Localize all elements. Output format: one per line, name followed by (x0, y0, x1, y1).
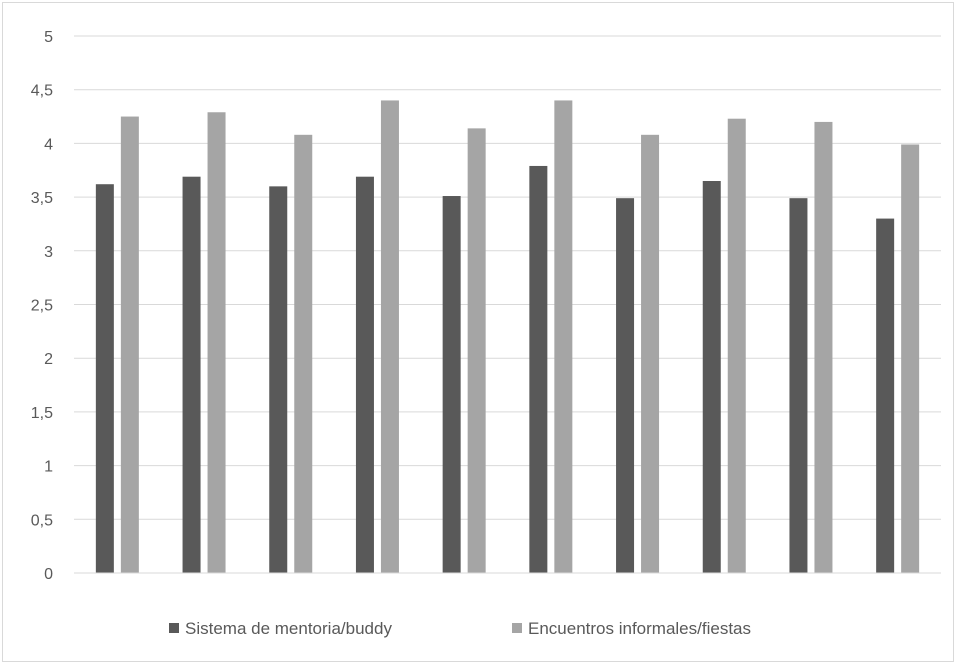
legend: Sistema de mentoria/buddy Encuentros inf… (169, 619, 751, 638)
y-tick-label: 0 (44, 566, 53, 583)
bar-mentoria-8 (702, 180, 721, 574)
bar-encuentros-7 (641, 134, 660, 574)
bar-encuentros-5 (467, 128, 486, 573)
y-tick-label: 0,5 (31, 512, 53, 529)
y-tick-label: 2,5 (31, 298, 53, 315)
bar-mentoria-1 (95, 184, 114, 573)
y-tick-label: 3,5 (31, 190, 53, 207)
y-tick-label: 3 (44, 244, 53, 261)
bar-encuentros-6 (554, 100, 573, 573)
y-tick-label: 5 (44, 29, 53, 46)
gridlines (74, 35, 941, 520)
legend-swatch-encuentros (512, 623, 522, 633)
legend-label-encuentros: Encuentros informales/fiestas (528, 619, 751, 638)
legend-label-mentoria: Sistema de mentoria/buddy (185, 619, 392, 638)
y-tick-label: 2 (44, 351, 53, 368)
bar-mentoria-2 (182, 176, 201, 573)
y-axis-labels: 0 0,5 1 1,5 2 2,5 3 3,5 4 4,5 5 (31, 29, 53, 583)
bars (95, 100, 920, 574)
y-tick-label: 4,5 (31, 83, 53, 100)
bar-mentoria-4 (355, 176, 374, 573)
bar-mentoria-3 (269, 186, 288, 574)
bar-mentoria-5 (442, 196, 461, 573)
bar-encuentros-2 (207, 112, 226, 573)
legend-swatch-mentoria (169, 623, 179, 633)
y-tick-label: 1,5 (31, 405, 53, 422)
bar-mentoria-6 (529, 165, 548, 574)
y-tick-label: 4 (44, 136, 53, 153)
bar-encuentros-3 (294, 134, 313, 574)
bar-mentoria-7 (616, 198, 635, 573)
bar-encuentros-9 (814, 121, 833, 574)
y-tick-label: 1 (44, 459, 53, 476)
bar-mentoria-9 (789, 198, 808, 573)
bar-encuentros-10 (901, 144, 920, 573)
bar-encuentros-4 (380, 100, 399, 573)
bar-encuentros-8 (727, 118, 746, 573)
bar-mentoria-10 (876, 218, 895, 573)
bar-encuentros-1 (120, 116, 139, 574)
